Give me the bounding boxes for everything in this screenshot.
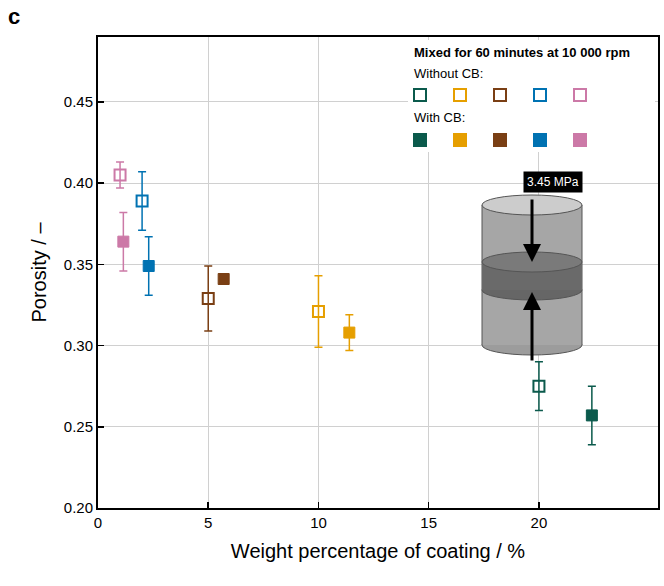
- svg-text:0.20: 0.20: [64, 499, 93, 516]
- svg-text:With CB:: With CB:: [414, 110, 465, 125]
- svg-text:0.30: 0.30: [64, 337, 93, 354]
- svg-text:20: 20: [531, 514, 548, 531]
- svg-text:3.45 MPa: 3.45 MPa: [527, 175, 579, 189]
- svg-text:0.35: 0.35: [64, 256, 93, 273]
- svg-text:Porosity / –: Porosity / –: [28, 222, 50, 323]
- svg-text:10: 10: [310, 514, 327, 531]
- svg-text:Without CB:: Without CB:: [414, 66, 483, 81]
- svg-text:c: c: [8, 4, 20, 29]
- svg-text:5: 5: [204, 514, 212, 531]
- svg-text:0.25: 0.25: [64, 418, 93, 435]
- svg-text:15: 15: [420, 514, 437, 531]
- svg-text:Weight percentage of coating /: Weight percentage of coating / %: [231, 540, 525, 562]
- svg-text:0: 0: [94, 514, 102, 531]
- svg-text:0.45: 0.45: [64, 93, 93, 110]
- svg-text:Mixed for 60 minutes at 10 000: Mixed for 60 minutes at 10 000 rpm: [414, 45, 630, 60]
- svg-text:0.40: 0.40: [64, 174, 93, 191]
